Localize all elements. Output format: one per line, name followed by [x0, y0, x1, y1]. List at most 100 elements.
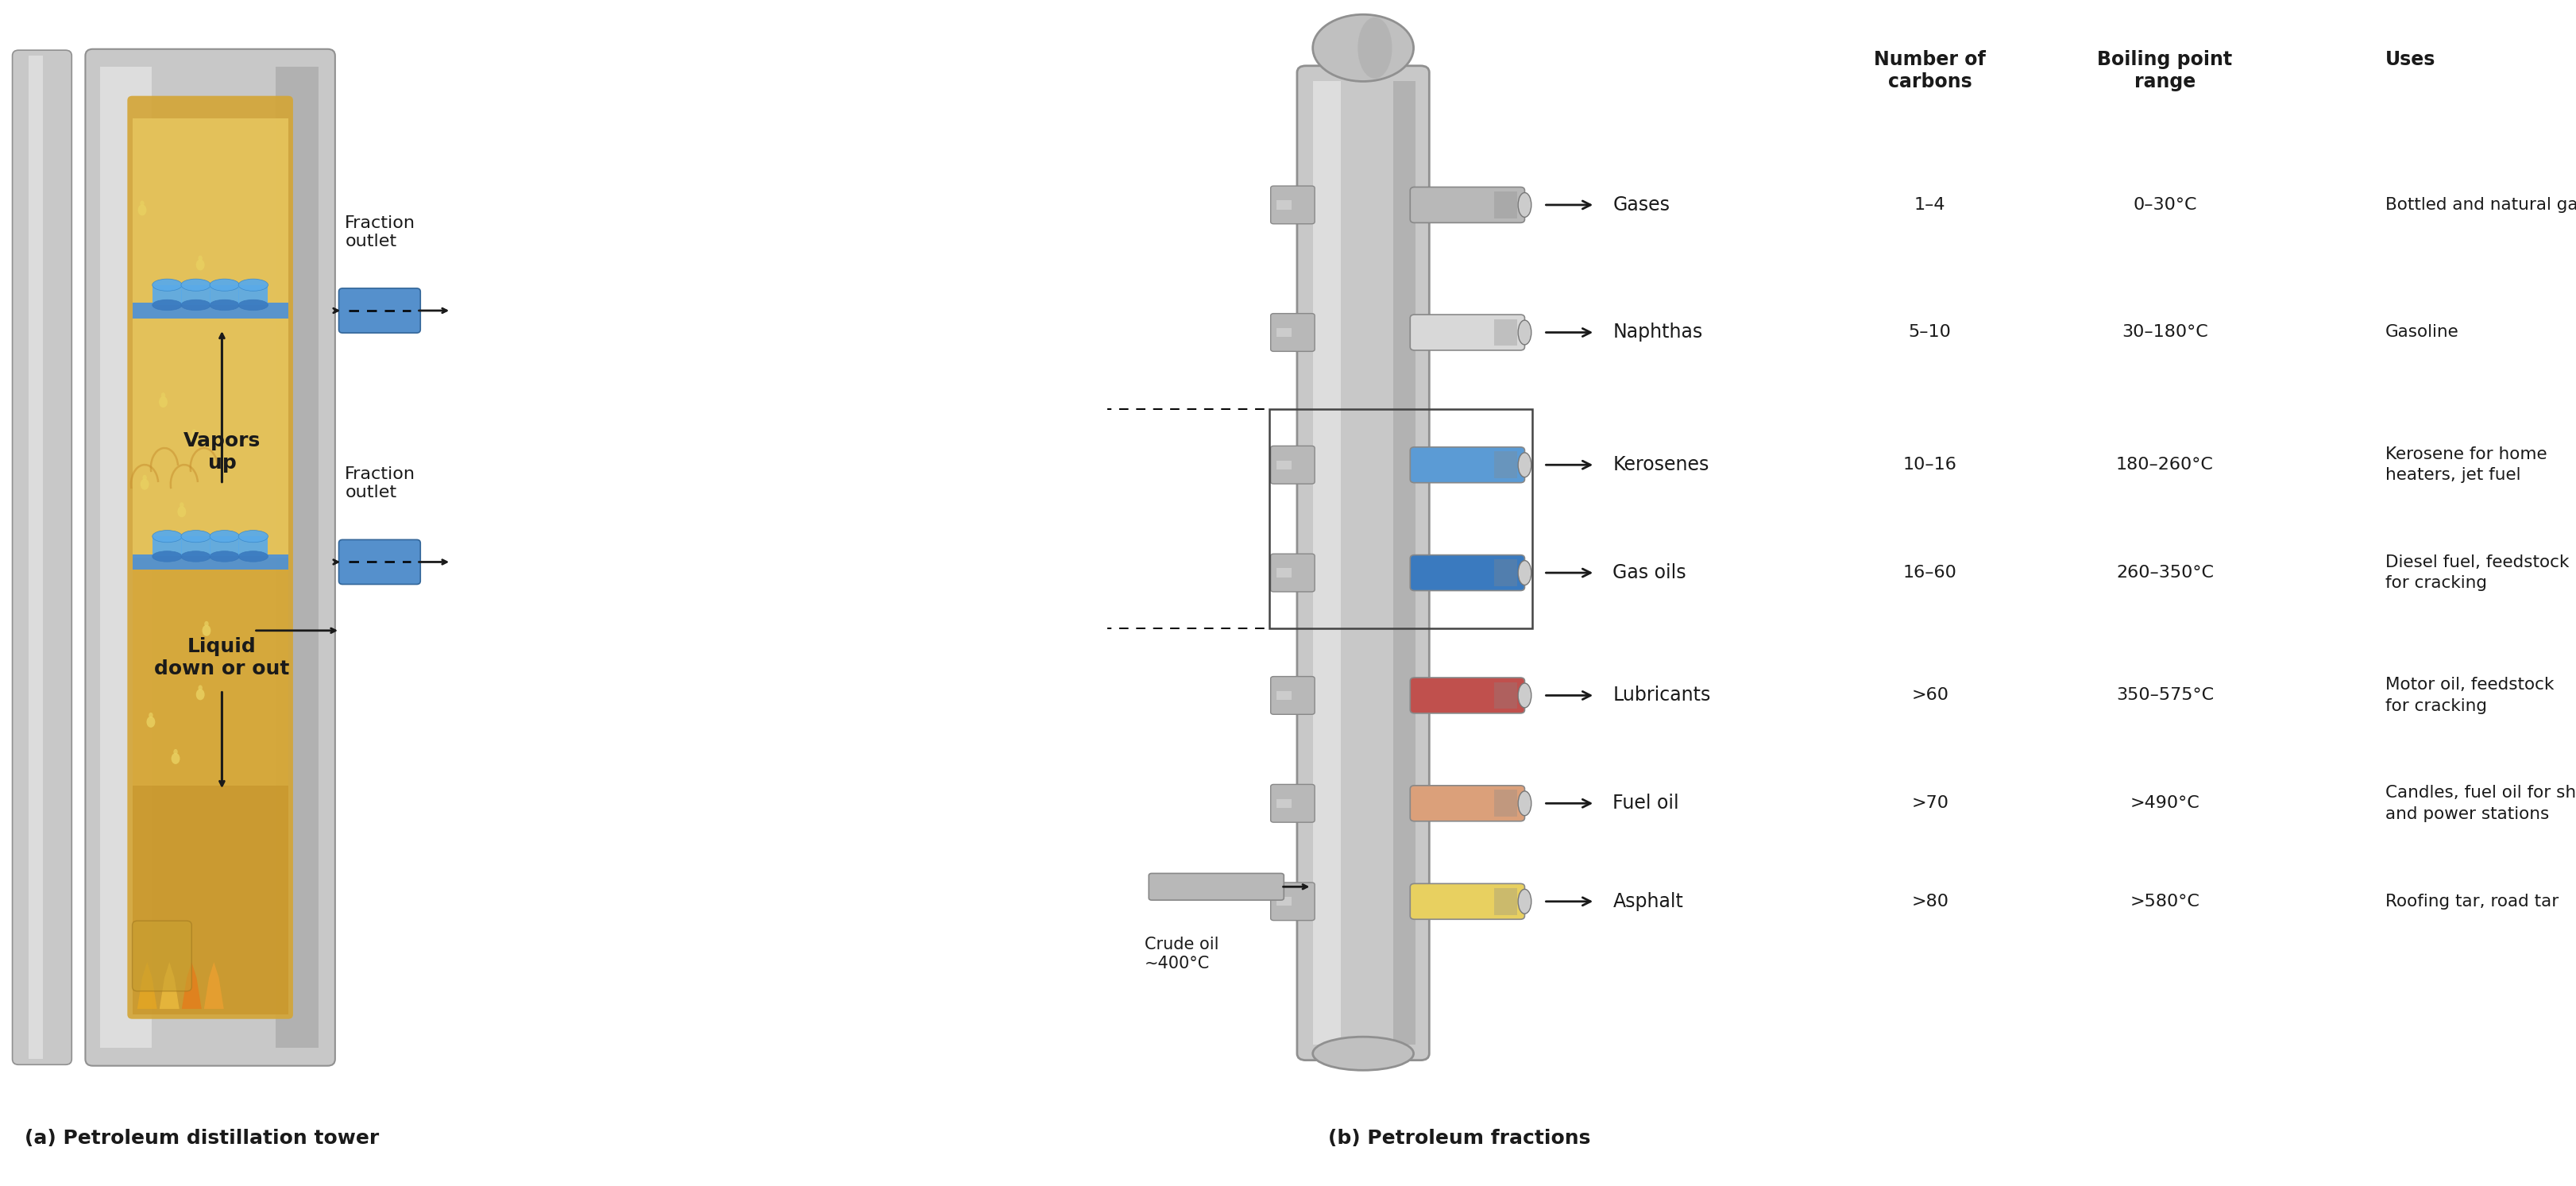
Ellipse shape	[1517, 683, 1530, 708]
Bar	[131, 302, 289, 318]
Text: Asphalt: Asphalt	[1613, 892, 1682, 911]
Ellipse shape	[152, 551, 183, 562]
Ellipse shape	[149, 713, 152, 718]
Text: Lubricants: Lubricants	[1613, 686, 1710, 704]
Ellipse shape	[1517, 453, 1530, 477]
FancyBboxPatch shape	[1270, 676, 1314, 714]
Text: Fuel oil: Fuel oil	[1613, 793, 1680, 812]
Polygon shape	[204, 962, 224, 1009]
Ellipse shape	[180, 502, 183, 508]
FancyBboxPatch shape	[1409, 447, 1525, 483]
Text: Candles, fuel oil for ships
and power stations: Candles, fuel oil for ships and power st…	[2385, 785, 2576, 822]
Text: 260–350°C: 260–350°C	[2115, 565, 2213, 581]
Bar	[152, 285, 183, 305]
FancyBboxPatch shape	[1409, 785, 1525, 821]
Bar	[180, 285, 211, 305]
Bar	[1314, 82, 1340, 1045]
Bar	[1278, 897, 1291, 906]
Bar	[1278, 568, 1291, 578]
Polygon shape	[183, 962, 201, 1009]
Text: 0–30°C: 0–30°C	[2133, 197, 2197, 212]
Bar	[1270, 409, 1533, 629]
FancyBboxPatch shape	[1409, 677, 1525, 713]
Ellipse shape	[180, 530, 211, 542]
Bar	[131, 554, 289, 569]
FancyBboxPatch shape	[1409, 884, 1525, 919]
Text: 350–575°C: 350–575°C	[2115, 688, 2213, 703]
Ellipse shape	[191, 433, 198, 444]
Ellipse shape	[170, 753, 180, 764]
Ellipse shape	[240, 300, 268, 311]
FancyBboxPatch shape	[1270, 554, 1314, 592]
Ellipse shape	[201, 625, 211, 636]
Text: >490°C: >490°C	[2130, 796, 2200, 811]
Bar	[1494, 319, 1517, 346]
Bar	[28, 56, 44, 1059]
Text: (a) Petroleum distillation tower: (a) Petroleum distillation tower	[26, 1129, 379, 1148]
Text: >80: >80	[1911, 893, 1947, 910]
Ellipse shape	[1314, 14, 1414, 82]
Bar	[1278, 200, 1291, 210]
FancyBboxPatch shape	[340, 288, 420, 333]
Text: (b) Petroleum fractions: (b) Petroleum fractions	[1329, 1129, 1589, 1148]
Bar	[1278, 691, 1291, 700]
FancyBboxPatch shape	[1149, 873, 1283, 900]
FancyBboxPatch shape	[1270, 882, 1314, 920]
Ellipse shape	[152, 279, 183, 291]
Text: Number of
carbons: Number of carbons	[1873, 50, 1986, 91]
FancyBboxPatch shape	[1298, 65, 1430, 1060]
FancyBboxPatch shape	[1270, 446, 1314, 484]
Bar	[1494, 191, 1517, 218]
Ellipse shape	[180, 279, 211, 291]
Text: 16–60: 16–60	[1904, 565, 1958, 581]
Ellipse shape	[1517, 561, 1530, 585]
Bar	[1494, 682, 1517, 709]
Polygon shape	[160, 962, 180, 1009]
Ellipse shape	[196, 260, 204, 270]
Ellipse shape	[198, 686, 204, 690]
Text: Boiling point
range: Boiling point range	[2097, 50, 2233, 91]
Ellipse shape	[1517, 791, 1530, 816]
Text: 1–4: 1–4	[1914, 197, 1945, 212]
Text: Diesel fuel, feedstock
for cracking: Diesel fuel, feedstock for cracking	[2385, 554, 2568, 592]
Text: Gases: Gases	[1613, 196, 1669, 215]
Ellipse shape	[139, 200, 144, 206]
Ellipse shape	[180, 551, 211, 562]
Text: Uses: Uses	[2385, 50, 2434, 69]
Ellipse shape	[209, 530, 240, 542]
Ellipse shape	[152, 300, 183, 311]
Ellipse shape	[1517, 192, 1530, 217]
Ellipse shape	[198, 255, 204, 261]
Bar	[209, 536, 240, 556]
FancyBboxPatch shape	[13, 50, 72, 1065]
Text: Crude oil
~400°C: Crude oil ~400°C	[1144, 937, 1218, 971]
Text: 180–260°C: 180–260°C	[2115, 457, 2213, 473]
FancyBboxPatch shape	[131, 920, 191, 991]
Bar	[1494, 888, 1517, 914]
Bar	[1494, 452, 1517, 478]
Bar	[1494, 790, 1517, 817]
Ellipse shape	[209, 300, 240, 311]
Text: >60: >60	[1911, 688, 1947, 703]
Text: 10–16: 10–16	[1904, 457, 1958, 473]
Ellipse shape	[193, 429, 196, 435]
FancyBboxPatch shape	[340, 540, 420, 585]
Ellipse shape	[1314, 1037, 1414, 1070]
Text: Gas oils: Gas oils	[1613, 563, 1687, 582]
FancyBboxPatch shape	[85, 49, 335, 1066]
Ellipse shape	[204, 621, 209, 626]
Text: Vapors
up: Vapors up	[183, 432, 260, 473]
Bar	[100, 66, 152, 1048]
Text: Roofing tar, road tar: Roofing tar, road tar	[2385, 893, 2558, 910]
Ellipse shape	[147, 716, 155, 727]
Ellipse shape	[178, 506, 185, 517]
Ellipse shape	[139, 204, 147, 216]
Ellipse shape	[162, 393, 165, 398]
Bar	[131, 557, 289, 786]
Text: Motor oil, feedstock
for cracking: Motor oil, feedstock for cracking	[2385, 677, 2553, 714]
Ellipse shape	[139, 479, 149, 490]
Ellipse shape	[209, 551, 240, 562]
Ellipse shape	[240, 551, 268, 562]
Bar	[240, 285, 268, 305]
FancyBboxPatch shape	[126, 96, 294, 1019]
